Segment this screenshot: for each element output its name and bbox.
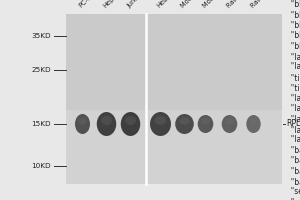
Text: PC-12: PC-12 [78, 0, 96, 9]
Text: Rat lung: Rat lung [249, 0, 273, 9]
Ellipse shape [101, 116, 112, 125]
Text: Rat spleen: Rat spleen [225, 0, 255, 9]
Ellipse shape [78, 117, 87, 125]
Ellipse shape [198, 115, 213, 133]
Ellipse shape [225, 118, 234, 125]
Ellipse shape [201, 118, 210, 125]
Text: HepG2: HepG2 [102, 0, 122, 9]
Text: {
  "fig_width": 3.0,
  "fig_height": 2.0,
  "dpi": 100,
  "bg_color": "#e8e8e8": { "fig_width": 3.0, "fig_height": 2.0, "… [286, 0, 300, 200]
Ellipse shape [175, 114, 194, 134]
Text: Mouse lung: Mouse lung [201, 0, 232, 9]
Ellipse shape [246, 115, 261, 133]
Text: 25KD: 25KD [32, 67, 51, 73]
Ellipse shape [250, 118, 257, 125]
Text: Mouse spleen: Mouse spleen [180, 0, 217, 9]
Text: HeLa: HeLa [156, 0, 172, 9]
Ellipse shape [222, 115, 237, 133]
Bar [66, 14, 282, 184]
Ellipse shape [150, 112, 171, 136]
Text: 35KD: 35KD [32, 33, 51, 39]
Ellipse shape [121, 112, 140, 136]
Ellipse shape [125, 116, 136, 125]
Text: 15KD: 15KD [32, 121, 51, 127]
Text: 10KD: 10KD [32, 163, 51, 169]
Text: Jurkat: Jurkat [126, 0, 144, 9]
Bar [66, 14, 282, 110]
Ellipse shape [155, 116, 166, 125]
Text: RPL36: RPL36 [286, 119, 300, 129]
Ellipse shape [75, 114, 90, 134]
Ellipse shape [97, 112, 116, 136]
Ellipse shape [179, 117, 190, 125]
